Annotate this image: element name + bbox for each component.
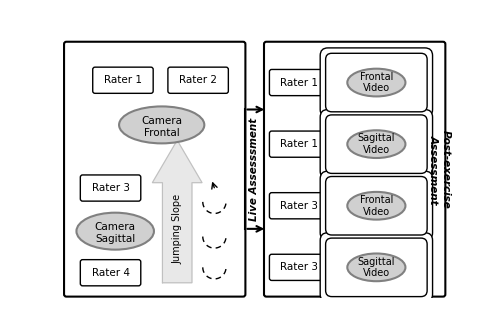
FancyBboxPatch shape <box>264 42 446 296</box>
Text: Frontal: Frontal <box>144 128 180 138</box>
Text: Rater 1: Rater 1 <box>104 75 142 85</box>
Text: Rater 3: Rater 3 <box>280 262 318 272</box>
FancyBboxPatch shape <box>326 53 427 112</box>
FancyBboxPatch shape <box>80 260 141 286</box>
FancyBboxPatch shape <box>320 233 432 302</box>
Text: Rater 4: Rater 4 <box>92 268 130 278</box>
Ellipse shape <box>119 107 204 143</box>
Text: Sagittal
Video: Sagittal Video <box>358 257 395 278</box>
FancyBboxPatch shape <box>168 67 228 93</box>
Text: Post-exercise
Assessment: Post-exercise Assessment <box>429 130 450 209</box>
Ellipse shape <box>348 254 406 281</box>
Text: Camera: Camera <box>141 116 182 126</box>
Text: Sagittal: Sagittal <box>95 234 136 244</box>
Text: Rater 3: Rater 3 <box>280 201 318 211</box>
FancyBboxPatch shape <box>326 238 427 296</box>
Ellipse shape <box>348 192 406 220</box>
Text: Camera: Camera <box>94 222 136 232</box>
Ellipse shape <box>348 130 406 158</box>
Text: Frontal
Video: Frontal Video <box>360 195 393 216</box>
FancyBboxPatch shape <box>270 69 328 95</box>
Text: Rater 3: Rater 3 <box>92 183 130 193</box>
FancyBboxPatch shape <box>270 254 328 280</box>
FancyBboxPatch shape <box>270 193 328 219</box>
Text: Frontal
Video: Frontal Video <box>360 72 393 93</box>
Text: Rater 1: Rater 1 <box>280 139 318 149</box>
FancyBboxPatch shape <box>92 67 153 93</box>
Text: Rater 1: Rater 1 <box>280 77 318 87</box>
FancyBboxPatch shape <box>320 48 432 117</box>
Text: Jumping Slope: Jumping Slope <box>172 194 182 264</box>
Ellipse shape <box>348 69 406 96</box>
FancyBboxPatch shape <box>320 171 432 241</box>
FancyBboxPatch shape <box>326 177 427 235</box>
FancyBboxPatch shape <box>320 110 432 179</box>
FancyBboxPatch shape <box>64 42 246 296</box>
Text: Rater 2: Rater 2 <box>179 75 217 85</box>
Text: Sagittal
Video: Sagittal Video <box>358 133 395 155</box>
Ellipse shape <box>76 213 154 250</box>
FancyBboxPatch shape <box>270 131 328 157</box>
Text: Live Assesssment: Live Assesssment <box>249 118 259 221</box>
FancyBboxPatch shape <box>326 115 427 174</box>
Polygon shape <box>152 140 202 283</box>
FancyBboxPatch shape <box>80 175 141 201</box>
